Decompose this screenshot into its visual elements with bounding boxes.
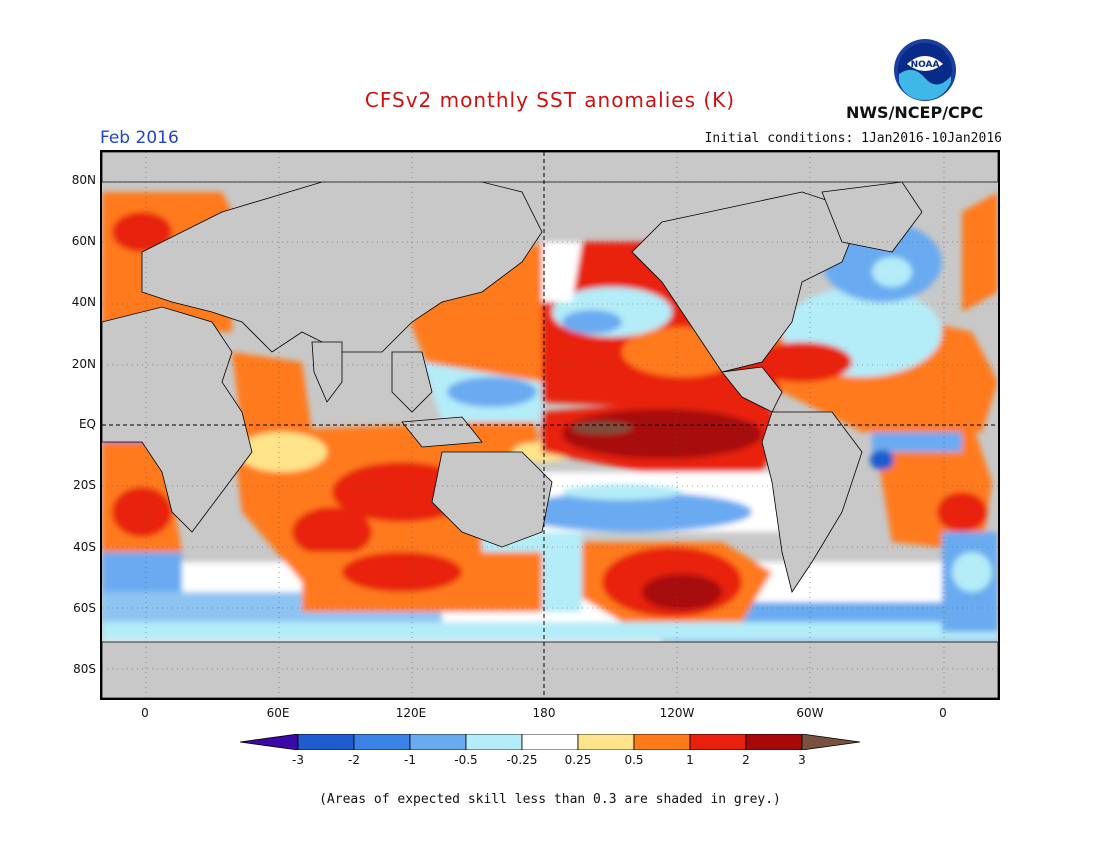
logo-lettering: NOAA [911, 60, 940, 70]
graticule [102, 152, 998, 698]
legend-label: -0.5 [454, 753, 478, 767]
legend-swatch-minus05-minus025 [465, 734, 523, 750]
lon-label-120w: 120W [659, 706, 695, 720]
legend-label: 0.5 [624, 753, 644, 767]
legend-swatch-1-2 [689, 734, 747, 750]
legend-swatch-05-1 [633, 734, 691, 750]
color-legend [240, 734, 860, 750]
ocean-anomaly-shading [102, 192, 998, 642]
lat-label-60s: 60S [73, 601, 96, 615]
legend-label: 0.25 [564, 753, 592, 767]
legend-label: 3 [798, 753, 806, 767]
skill-footnote: (Areas of expected skill less than 0.3 a… [319, 792, 781, 807]
lat-label-80s: 80S [73, 662, 96, 676]
lat-label-40n: 40N [71, 295, 96, 309]
legend-label: -1 [404, 753, 416, 767]
legend-swatch-above-3 [801, 734, 860, 750]
continents [102, 152, 998, 698]
legend-label: -2 [348, 753, 360, 767]
legend-swatch-minus3-minus2 [297, 734, 355, 750]
legend-swatch-minus1-minus05 [409, 734, 467, 750]
initial-conditions: Initial conditions: 1Jan2016-10Jan2016 [704, 131, 1002, 146]
lon-label-60w: 60W [796, 706, 824, 720]
legend-swatch-below-minus3 [240, 734, 299, 750]
legend-swatch-025-05 [577, 734, 635, 750]
legend-label: -0.25 [506, 753, 538, 767]
lat-label-eq: EQ [78, 417, 96, 431]
lat-label-20n: 20N [71, 357, 96, 371]
map-title: CFSv2 monthly SST anomalies (K) [364, 88, 736, 112]
noaa-logo: NOAA [894, 39, 956, 101]
legend-label: -3 [292, 753, 304, 767]
lon-label-180: 180 [532, 706, 556, 720]
lon-label-120e: 120E [395, 706, 427, 720]
legend-swatch-2-3 [745, 734, 803, 750]
forecast-month: Feb 2016 [100, 128, 179, 148]
lon-label-60e: 60E [266, 706, 290, 720]
lat-label-20s: 20S [73, 478, 96, 492]
legend-label: 2 [742, 753, 750, 767]
legend-swatch-minus2-minus1 [353, 734, 411, 750]
organization-label: NWS/NCEP/CPC [846, 103, 984, 122]
sst-anomaly-map [100, 150, 1000, 700]
legend-swatch-neutral [521, 734, 579, 750]
lon-label-0-east: 0 [939, 706, 947, 720]
lat-label-60n: 60N [71, 234, 96, 248]
lat-label-80n: 80N [71, 173, 96, 187]
lat-label-40s: 40S [73, 540, 96, 554]
lon-label-0-west: 0 [141, 706, 149, 720]
legend-label: 1 [686, 753, 694, 767]
